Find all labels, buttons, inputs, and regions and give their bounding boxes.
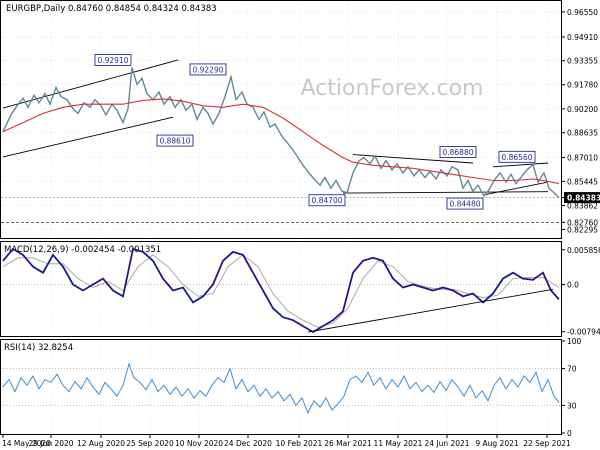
price-axis-label: 0.90200	[567, 105, 598, 114]
price-y-axis: 0.96550 0.94910 0.93355 0.91780 0.90200 0.886…	[561, 8, 600, 234]
level-label-text: 0.92290	[192, 65, 223, 74]
rsi-axis-label: 0	[567, 429, 572, 438]
moving-average-line	[2, 98, 560, 185]
price-axis-label: 0.96550	[567, 8, 598, 17]
price-panel-title: EURGBP,Daily 0.84760 0.84854 0.84324 0.8…	[6, 4, 217, 14]
wedge-bottom-line	[482, 181, 549, 196]
x-axis-label: 26 Mar 2021	[324, 439, 372, 448]
level-label-text: 0.86880	[442, 148, 473, 157]
level-label-box	[439, 146, 477, 158]
x-axis-label: 12 Aug 2020	[77, 439, 125, 448]
price-gridlines	[1, 2, 561, 237]
level-label-text: 0.84480	[449, 200, 480, 209]
x-axis-label: 24 Jun 2021	[424, 439, 469, 448]
macd-axis-label: 0.005858	[567, 246, 600, 255]
level-label-text: 0.84700	[311, 196, 342, 205]
lower-channel-line	[2, 116, 174, 158]
macd-trendline	[307, 288, 554, 333]
level-label-box	[498, 150, 536, 163]
triangle-bottom-line	[342, 191, 549, 194]
macd-panel-frame	[0, 241, 562, 337]
x-axis-label: 14 May 2020	[2, 439, 51, 448]
x-axis-label: 10 Feb 2021	[276, 439, 323, 448]
support-level-label: 0.82760	[567, 218, 598, 227]
level-label-text: 0.86560	[501, 153, 532, 162]
x-axis-label: 10 Nov 2020	[175, 439, 223, 448]
price-series-group	[2, 67, 560, 199]
rsi-series-group	[2, 362, 560, 415]
price-level-labels: 0.92910 0.88610 0.92290 0.84700 0.86880 0.844…	[94, 54, 536, 210]
level-label-box	[446, 197, 484, 210]
rsi-panel-frame	[0, 339, 562, 435]
watermark-text: ActionForex.com	[301, 76, 484, 101]
x-axis-label: 29 Jun 2020	[28, 439, 73, 448]
rsi-axis-label: 30	[567, 401, 577, 410]
level-label-box	[156, 134, 194, 147]
rsi-axis-label: 70	[567, 365, 577, 374]
x-axis-label: 25 Sep 2020	[126, 439, 174, 448]
price-axis-label: 0.87010	[567, 153, 598, 162]
x-axis-label: 22 Sep 2021	[523, 439, 571, 448]
x-axis-label: 24 Dec 2020	[224, 439, 272, 448]
macd-main-line	[2, 247, 560, 334]
level-label-box	[94, 54, 132, 66]
price-axis-label: 0.93355	[567, 57, 598, 66]
rsi-panel-title: RSI(14) 32.8254	[4, 343, 73, 353]
wedge-top-line	[492, 162, 549, 168]
price-axis-label: 0.85445	[567, 177, 598, 186]
price-axis-label: 0.91780	[567, 81, 598, 90]
level-label-text: 0.88610	[159, 137, 190, 146]
rsi-axis-label: 100	[567, 337, 582, 346]
macd-series-group	[2, 247, 560, 334]
triangle-top-line	[352, 154, 474, 164]
x-axis-label: 9 Aug 2021	[475, 439, 518, 448]
rsi-y-axis: 100 70 30 0	[561, 337, 582, 438]
price-axis-label: 0.83862	[567, 202, 598, 211]
level-label-box	[308, 194, 346, 207]
current-price-label-bg	[564, 192, 600, 204]
macd-axis-label: 0.0	[567, 281, 579, 290]
price-axis-label: 0.82295	[567, 225, 598, 234]
macd-y-axis: 0.005858 0.0 -0.007945	[561, 246, 600, 337]
current-price-label: 0.84383	[567, 194, 600, 203]
price-axis-label: 0.88635	[567, 129, 598, 138]
macd-panel-title: MACD(12,26,9) -0.002454 -0.001351	[4, 245, 161, 255]
rsi-line	[2, 362, 560, 415]
level-label-text: 0.92910	[97, 56, 128, 65]
macd-axis-label: -0.007945	[567, 328, 600, 337]
price-series-line	[2, 67, 560, 199]
price-axis-label: 0.94910	[567, 33, 598, 42]
level-label-box	[189, 63, 227, 76]
macd-signal-line	[2, 254, 560, 328]
x-axis-label: 11 May 2021	[374, 439, 423, 448]
